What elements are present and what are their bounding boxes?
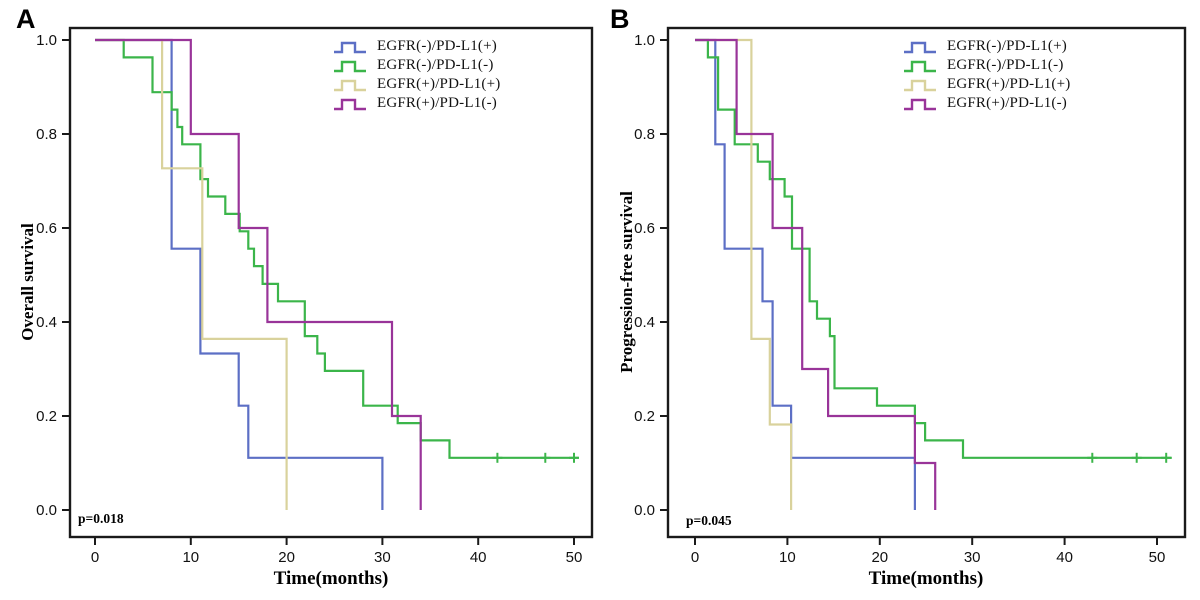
legend-step-key-icon <box>334 60 366 72</box>
panel-a-p-value: p=0.018 <box>78 511 124 526</box>
y-tick-label: 0.6 <box>36 220 57 237</box>
x-tick-label: 40 <box>1056 549 1073 566</box>
legend-label: EGFR(+)/PD-L1(-) <box>947 95 1067 111</box>
panel-a-x-axis-title: Time(months) <box>273 568 389 589</box>
y-tick-label: 0.8 <box>36 126 57 143</box>
y-tick-label: 0.8 <box>634 126 655 143</box>
legend-step-key-icon <box>904 41 936 53</box>
legend-item: EGFR(-)/PD-L1(+) <box>332 37 500 56</box>
x-tick-label: 20 <box>871 549 888 566</box>
panel-b-legend: EGFR(-)/PD-L1(+) EGFR(-)/PD-L1(-) EGFR(+)/… <box>902 37 1070 113</box>
legend-step-key-icon <box>904 98 936 110</box>
x-tick-label: 50 <box>566 549 583 566</box>
panel-b-p-value: p=0.045 <box>686 513 732 528</box>
legend-item: EGFR(+)/PD-L1(+) <box>332 75 500 94</box>
legend-step-key-icon <box>904 79 936 91</box>
y-tick-label: 0.2 <box>36 408 57 425</box>
panel-b-letter: B <box>610 4 630 34</box>
panel-a-letter: A <box>16 4 36 34</box>
legend-label: EGFR(-)/PD-L1(+) <box>947 38 1067 54</box>
y-tick-label: 0.4 <box>36 314 57 331</box>
legend-item: EGFR(-)/PD-L1(-) <box>332 56 500 75</box>
x-tick-label: 0 <box>691 549 699 566</box>
plot-box-A <box>68 26 594 539</box>
km-curve-A <box>95 38 422 510</box>
x-tick-label: 20 <box>278 549 295 566</box>
y-tick-label: 1.0 <box>634 32 655 49</box>
x-tick-label: 30 <box>964 549 981 566</box>
legend-item: EGFR(-)/PD-L1(+) <box>902 37 1070 56</box>
km-curve-A <box>95 38 384 510</box>
legend-label: EGFR(+)/PD-L1(-) <box>377 95 497 111</box>
legend-step-key-icon <box>334 98 366 110</box>
y-tick-label: 0.0 <box>634 502 655 519</box>
km-curve-B <box>695 38 937 510</box>
legend-step-key-icon <box>904 60 936 72</box>
legend-label: EGFR(+)/PD-L1(+) <box>377 76 501 92</box>
panel-b-y-axis-title: Progression-free survival <box>617 191 636 373</box>
x-tick-label: 50 <box>1149 549 1166 566</box>
y-tick-label: 0.4 <box>634 314 655 331</box>
legend-label: EGFR(-)/PD-L1(-) <box>377 57 494 73</box>
panel-b-x-axis-title: Time(months) <box>868 568 984 589</box>
legend-step-key-icon <box>334 41 366 53</box>
legend-label: EGFR(+)/PD-L1(+) <box>947 76 1071 92</box>
legend-item: EGFR(+)/PD-L1(-) <box>902 94 1070 113</box>
km-curve-B <box>695 38 793 510</box>
legend-item: EGFR(+)/PD-L1(-) <box>332 94 500 113</box>
legend-step-key-icon <box>334 79 366 91</box>
panel-a-legend: EGFR(-)/PD-L1(+) EGFR(-)/PD-L1(-) EGFR(+)/… <box>332 37 500 113</box>
x-tick-label: 40 <box>470 549 487 566</box>
x-tick-label: 0 <box>91 549 99 566</box>
plot-box-B <box>666 26 1187 539</box>
y-tick-label: 0.0 <box>36 502 57 519</box>
y-tick-label: 0.6 <box>634 220 655 237</box>
panel-a-y-axis-title: Overall survival <box>18 223 37 341</box>
x-tick-label: 10 <box>182 549 199 566</box>
legend-item: EGFR(+)/PD-L1(+) <box>902 75 1070 94</box>
legend-label: EGFR(-)/PD-L1(+) <box>377 38 497 54</box>
legend-label: EGFR(-)/PD-L1(-) <box>947 57 1064 73</box>
y-tick-label: 0.2 <box>634 408 655 425</box>
legend-item: EGFR(-)/PD-L1(-) <box>902 56 1070 75</box>
km-curve-A <box>95 38 579 459</box>
x-tick-label: 30 <box>374 549 391 566</box>
y-tick-label: 1.0 <box>36 32 57 49</box>
x-tick-label: 10 <box>779 549 796 566</box>
